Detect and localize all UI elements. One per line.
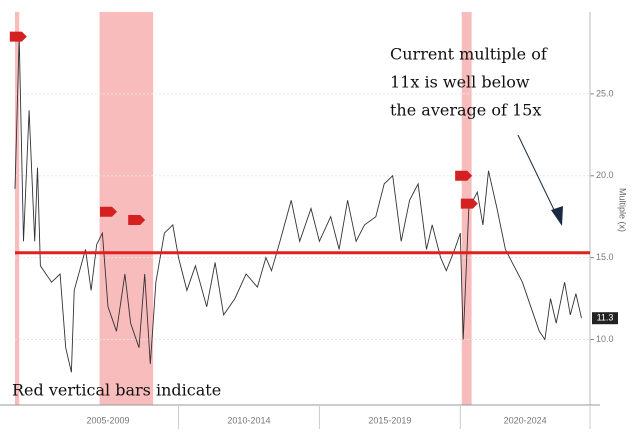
event-marker bbox=[9, 31, 27, 42]
event-marker bbox=[460, 198, 478, 209]
x-group-label: 2020-2024 bbox=[504, 415, 547, 425]
y-tick-label: 25.0 bbox=[596, 88, 614, 98]
y-tick-label: 10.0 bbox=[596, 334, 614, 344]
x-group-label: 2010-2014 bbox=[227, 415, 270, 425]
y-tick-label: 20.0 bbox=[596, 170, 614, 180]
x-group-label: 2005-2009 bbox=[86, 415, 129, 425]
shaded-range bbox=[15, 12, 20, 405]
arrow-head bbox=[551, 206, 563, 226]
annotation: 11x is well below bbox=[390, 73, 530, 92]
current-value-box bbox=[592, 312, 618, 325]
y-tick-label: 15.0 bbox=[596, 252, 614, 262]
x-group-label: 2015-2019 bbox=[368, 415, 411, 425]
arrow-shaft bbox=[517, 134, 557, 215]
data-line bbox=[14, 36, 582, 373]
event-marker bbox=[455, 170, 473, 181]
event-marker bbox=[100, 206, 118, 217]
event-marker bbox=[128, 214, 146, 225]
annotation: Current multiple of bbox=[390, 45, 548, 64]
current-value-label: 11.3 bbox=[597, 313, 614, 323]
y-axis-label: Multiple (x) bbox=[618, 188, 628, 232]
footnote: Red vertical bars indicate bbox=[12, 381, 221, 400]
annotation: the average of 15x bbox=[390, 101, 541, 120]
